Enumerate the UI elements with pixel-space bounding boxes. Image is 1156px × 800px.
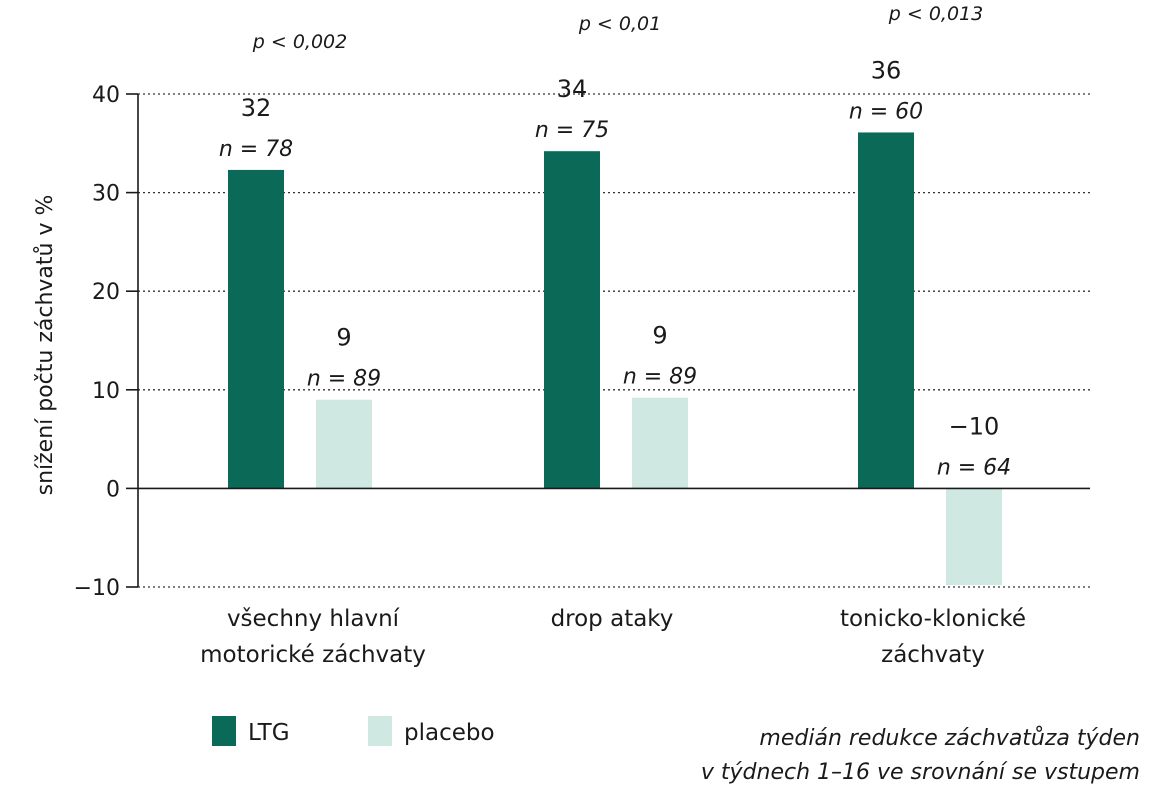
bar-ltg-2 xyxy=(858,132,914,489)
n-label: n = 75 xyxy=(535,118,609,143)
bar-placebo-1 xyxy=(632,397,688,489)
labels: 32 n = 78 34 n = 75 36 n = 60 9 n = 89 9 n = 89 −1… xyxy=(219,3,1011,480)
n-label: n = 89 xyxy=(307,367,381,392)
n-label: n = 60 xyxy=(849,99,923,124)
bar-placebo-0 xyxy=(316,399,372,489)
y-tick-label: 40 xyxy=(92,83,120,108)
p-value-label: p < 0,013 xyxy=(888,3,983,25)
data-label: 9 xyxy=(336,324,351,352)
data-label: 9 xyxy=(652,322,667,350)
n-label: n = 64 xyxy=(937,455,1011,480)
data-label: 32 xyxy=(241,94,272,122)
y-axis-label: snížení počtu záchvatů v % xyxy=(33,195,58,496)
n-label: n = 78 xyxy=(219,137,293,162)
p-value-label: p < 0,01 xyxy=(578,13,661,35)
y-tick-label: 20 xyxy=(92,280,120,305)
note: medián redukce záchvatůza týden v týdnech… xyxy=(701,725,1140,785)
y-tick-label: 10 xyxy=(92,379,120,404)
x-category-label: motorické záchvaty xyxy=(200,642,426,668)
note-line: medián redukce záchvatůza týden xyxy=(759,725,1140,751)
note-line: v týdnech 1–16 ve srovnání se vstupem xyxy=(701,760,1140,785)
data-label: −10 xyxy=(949,412,1000,440)
x-category-label: všechny hlavní xyxy=(227,606,400,632)
y-tick-label: 0 xyxy=(106,477,120,502)
y-tick-label: −10 xyxy=(74,576,120,601)
bar-placebo-2 xyxy=(946,488,1002,586)
grid-lines xyxy=(138,93,1090,588)
axes: 40 30 20 10 0 −10 snížení počtu záchvatů v % vš… xyxy=(33,83,1090,668)
bar-ltg-0 xyxy=(228,169,284,489)
p-value-label: p < 0,002 xyxy=(252,31,347,53)
legend-label: placebo xyxy=(404,720,495,746)
legend-label: LTG xyxy=(248,720,290,746)
x-category-label: záchvaty xyxy=(881,642,985,668)
y-tick-label: 30 xyxy=(92,182,120,207)
data-label: 36 xyxy=(871,56,902,84)
legend-swatch-ltg xyxy=(212,716,236,746)
bars xyxy=(228,132,1002,586)
data-label: 34 xyxy=(557,75,588,103)
x-category-label: tonicko-klonické xyxy=(840,606,1026,632)
x-category-label: drop ataky xyxy=(551,606,674,632)
n-label: n = 89 xyxy=(623,365,697,390)
bar-ltg-1 xyxy=(544,151,600,489)
legend: LTG placebo xyxy=(212,716,495,746)
legend-swatch-placebo xyxy=(368,716,392,746)
